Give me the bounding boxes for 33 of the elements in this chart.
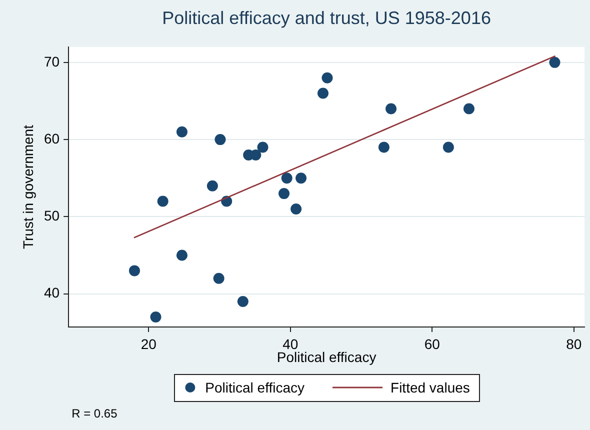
- legend-label: Political efficacy: [205, 379, 305, 396]
- point: [442, 142, 454, 153]
- y-tick-label: 50: [44, 208, 60, 224]
- text: R = 0.65: [72, 406, 118, 420]
- point: [257, 142, 268, 153]
- chart-title: Political efficacy and trust, US 1958-2016: [162, 8, 491, 28]
- point: [378, 142, 390, 153]
- legend-label: Fitted values: [390, 379, 470, 396]
- point: [214, 134, 226, 146]
- point: [150, 311, 162, 322]
- point: [213, 272, 224, 284]
- x-tick-label: 20: [140, 336, 157, 352]
- point: [463, 103, 474, 114]
- y-axis-title: Trust in government: [20, 124, 36, 249]
- point: [296, 172, 307, 184]
- point: [290, 203, 302, 214]
- x-tick-label: 60: [424, 336, 440, 352]
- point: [549, 56, 560, 68]
- point: [176, 126, 188, 138]
- point: [206, 180, 218, 192]
- point: [322, 72, 333, 84]
- point: [128, 265, 140, 276]
- point: [237, 296, 248, 308]
- x-tick-label: 80: [566, 336, 582, 352]
- point: [157, 196, 168, 207]
- point: [317, 88, 328, 99]
- point: [278, 188, 290, 200]
- point: [281, 172, 292, 184]
- y-tick-label: 60: [44, 130, 60, 146]
- point: [386, 103, 397, 114]
- y-tick-label: 40: [44, 284, 60, 301]
- point: [176, 250, 188, 261]
- y-tick-label: 70: [44, 53, 60, 70]
